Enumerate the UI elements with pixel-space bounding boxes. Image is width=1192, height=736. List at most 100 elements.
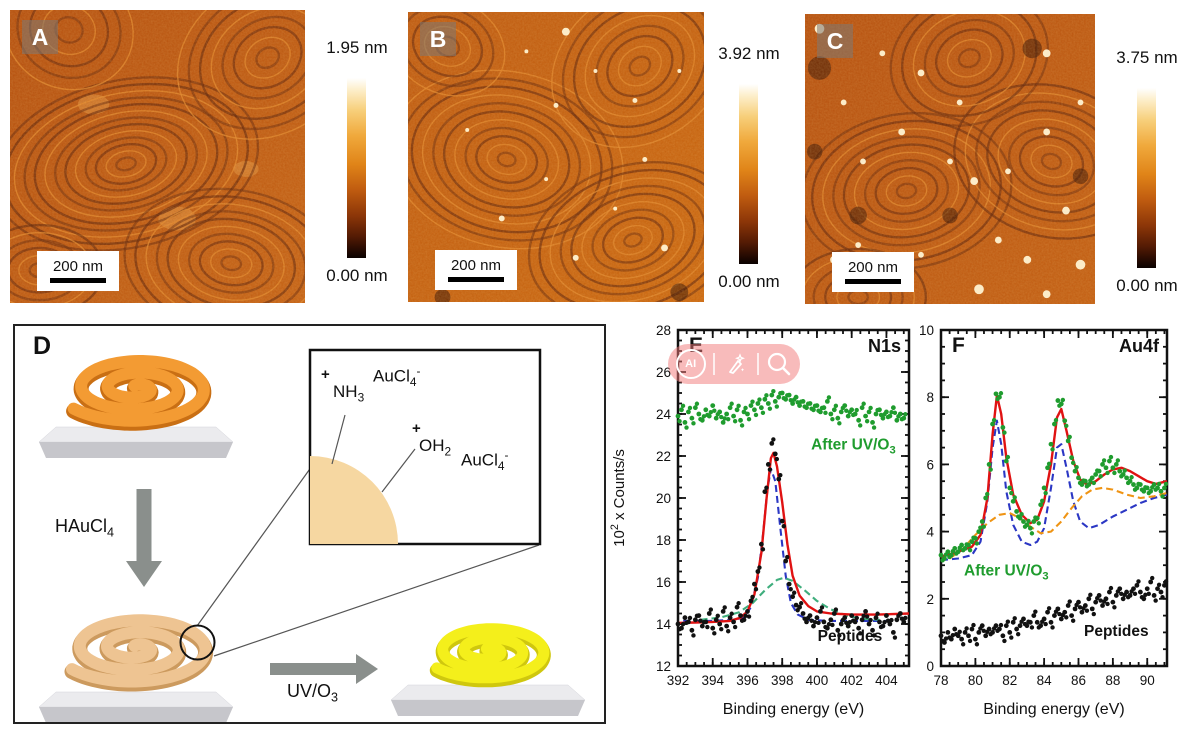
y-tick-label: 0 bbox=[926, 659, 934, 674]
scheme-drawing bbox=[38, 348, 586, 722]
series-scatter bbox=[938, 391, 1169, 563]
colorbar-b: 3.92 nm 0.00 nm bbox=[706, 44, 792, 294]
magic-pen-glyph bbox=[729, 353, 745, 374]
x-axis-label: Binding energy (eV) bbox=[983, 701, 1124, 718]
x-tick-label: 392 bbox=[667, 673, 690, 688]
y-tick-label: 18 bbox=[656, 533, 671, 548]
panel-label-b: B bbox=[420, 22, 456, 56]
y-tick-label: 26 bbox=[656, 365, 671, 380]
colorbar-max-label: 1.95 nm bbox=[326, 38, 388, 57]
ai-overlay-toolbar: AI bbox=[668, 344, 800, 384]
toolbar-divider bbox=[713, 353, 716, 375]
x-tick-label: 80 bbox=[968, 673, 983, 688]
nh3-label: NH3 bbox=[333, 382, 365, 405]
panel-letter: C bbox=[826, 27, 844, 54]
panel-label-a: A bbox=[22, 20, 58, 54]
scale-bar-line bbox=[50, 278, 106, 283]
scale-bar-line bbox=[845, 279, 901, 284]
chart-svg-F: 78 80 82 84 86 88 90 0 2 4 6 8 10 Binding energy (eV)… bbox=[919, 323, 1169, 718]
y-tick-label: 22 bbox=[656, 449, 671, 464]
xps-chart-n1s: 392 394 396 398 400 402 404 12 14 16 18 20 22 24 26 28 B… bbox=[608, 318, 912, 736]
panel-letter: A bbox=[31, 23, 49, 50]
magnifier-glyph bbox=[768, 352, 791, 376]
chart-annotation: Peptides bbox=[818, 628, 883, 645]
ai-badge-icon[interactable]: AI bbox=[675, 349, 706, 379]
series-scatter bbox=[938, 575, 1169, 647]
colorbar-a: 1.95 nm 0.00 nm bbox=[314, 38, 400, 288]
aucl4-label-2: AuCl4- bbox=[461, 448, 509, 474]
chart-svg-E: 392 394 396 398 400 402 404 12 14 16 18 20 22 24 26 28 B… bbox=[609, 323, 911, 718]
y-tick-label: 28 bbox=[656, 323, 671, 338]
toolbar-divider bbox=[756, 353, 759, 375]
panel-letter: B bbox=[429, 25, 447, 52]
axis-ticks bbox=[940, 329, 1167, 667]
chart-panel-letter: F bbox=[952, 334, 965, 357]
y-tick-label: 12 bbox=[656, 659, 671, 674]
y-tick-label: 6 bbox=[926, 457, 934, 472]
chart-title: N1s bbox=[868, 336, 901, 356]
colorbar-max-label: 3.75 nm bbox=[1116, 48, 1178, 67]
scale-bar-line bbox=[448, 277, 504, 282]
chart-annotation: Peptides bbox=[1084, 623, 1149, 640]
uvo3-label: UV/O3 bbox=[287, 681, 339, 705]
panel-label-c: C bbox=[817, 24, 853, 58]
x-tick-label: 90 bbox=[1140, 673, 1155, 688]
xps-chart-au4f: 78 80 82 84 86 88 90 0 2 4 6 8 10 Binding energy (eV)… bbox=[908, 318, 1192, 736]
y-tick-label: 16 bbox=[656, 575, 671, 590]
series-line bbox=[940, 394, 1168, 558]
x-tick-label: 86 bbox=[1071, 673, 1086, 688]
oh2-label: OH2 bbox=[419, 436, 452, 459]
afm-image-a: A 200 nm bbox=[10, 10, 305, 303]
x-tick-label: 82 bbox=[1002, 673, 1017, 688]
colorbar-min-label: 0.00 nm bbox=[326, 266, 388, 285]
colorbar-max-label: 3.92 nm bbox=[718, 44, 780, 63]
scale-bar-label: 200 nm bbox=[847, 259, 899, 276]
y-tick-label: 2 bbox=[926, 592, 934, 607]
afm-image-b: B 200 nm bbox=[408, 12, 704, 302]
series-scatter bbox=[675, 388, 908, 430]
x-tick-label: 88 bbox=[1105, 673, 1120, 688]
magic-edit-icon[interactable] bbox=[723, 351, 749, 377]
ai-badge-label: AI bbox=[685, 358, 697, 370]
x-tick-label: 402 bbox=[840, 673, 863, 688]
colorbar-gradient bbox=[347, 78, 366, 258]
x-tick-label: 404 bbox=[875, 673, 898, 688]
x-axis-label: Binding energy (eV) bbox=[723, 701, 864, 718]
y-tick-label: 24 bbox=[656, 407, 672, 422]
search-icon[interactable] bbox=[766, 351, 792, 377]
chart-title: Au4f bbox=[1119, 336, 1160, 356]
colorbar-min-label: 0.00 nm bbox=[718, 272, 780, 291]
chart-annotation: After UV/O3​ bbox=[811, 437, 896, 457]
y-tick-label: 20 bbox=[656, 491, 671, 506]
haucl4-label: HAuCl4 bbox=[55, 516, 115, 540]
scale-bar-b: 200 nm bbox=[435, 250, 517, 290]
panel-letter-d: D bbox=[33, 332, 52, 360]
x-tick-label: 398 bbox=[771, 673, 794, 688]
y-tick-label: 14 bbox=[656, 617, 672, 632]
colorbar-c: 3.75 nm 0.00 nm bbox=[1104, 48, 1190, 298]
x-tick-label: 400 bbox=[806, 673, 829, 688]
series-scatter bbox=[675, 437, 908, 640]
plus-charge: + bbox=[321, 366, 330, 383]
scheme-panel-d: D HAuCl4 UV/O3 + NH3 AuCl4- + OH2 AuCl4- bbox=[13, 324, 606, 724]
plus-charge: + bbox=[412, 420, 421, 437]
colorbar-gradient bbox=[1137, 88, 1156, 268]
scale-bar-a: 200 nm bbox=[37, 251, 119, 291]
y-tick-label: 10 bbox=[919, 323, 934, 338]
x-tick-label: 396 bbox=[736, 673, 759, 688]
scale-bar-label: 200 nm bbox=[52, 258, 104, 275]
aucl4-label-1: AuCl4- bbox=[373, 364, 421, 390]
y-axis-label: 102​ x Counts/s bbox=[609, 449, 628, 547]
series-line bbox=[940, 419, 1168, 562]
afm-image-c: C 200 nm bbox=[805, 14, 1095, 304]
x-tick-label: 78 bbox=[933, 673, 948, 688]
scale-bar-label: 200 nm bbox=[450, 257, 502, 274]
scale-bar-c: 200 nm bbox=[832, 252, 914, 292]
y-tick-label: 8 bbox=[926, 390, 934, 405]
x-tick-label: 84 bbox=[1037, 673, 1053, 688]
chart-annotation: After UV/O3​ bbox=[964, 562, 1049, 582]
x-tick-label: 394 bbox=[701, 673, 724, 688]
colorbar-min-label: 0.00 nm bbox=[1116, 276, 1178, 295]
colorbar-gradient bbox=[739, 84, 758, 264]
